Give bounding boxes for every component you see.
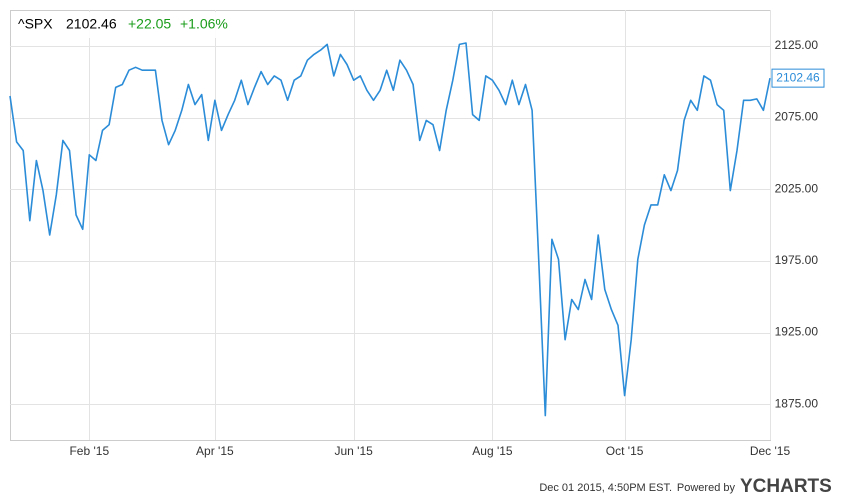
x-tick-label: Feb '15 (69, 444, 109, 458)
price-line (9, 42, 771, 417)
x-tick-label: Apr '15 (196, 444, 234, 458)
last-price-box (771, 68, 825, 88)
timestamp: Dec 01 2015, 4:50PM EST. (539, 482, 672, 494)
x-tick-label: Dec '15 (750, 444, 791, 458)
change-pct: +1.06% (180, 16, 228, 32)
y-tick-label: 2125.00 (775, 38, 819, 52)
powered-by: Powered by (677, 482, 736, 494)
x-tick-label: Aug '15 (472, 444, 513, 458)
y-tick-label: 1975.00 (775, 253, 819, 267)
price: 2102.46 (66, 16, 117, 32)
y-tick-label: 2075.00 (775, 110, 819, 124)
change: +22.05 (128, 16, 171, 32)
plot-area (10, 10, 771, 441)
y-tick-label: 2025.00 (775, 181, 819, 195)
x-tick-label: Jun '15 (334, 444, 373, 458)
y-tick-label: 1875.00 (775, 396, 819, 410)
header-bg (12, 12, 244, 38)
symbol: ^SPX (18, 16, 53, 32)
last-price-label: 2102.46 (776, 70, 820, 84)
x-tick-label: Oct '15 (606, 444, 644, 458)
y-tick-label: 1925.00 (775, 325, 819, 339)
brand: YCHARTS (740, 476, 832, 497)
